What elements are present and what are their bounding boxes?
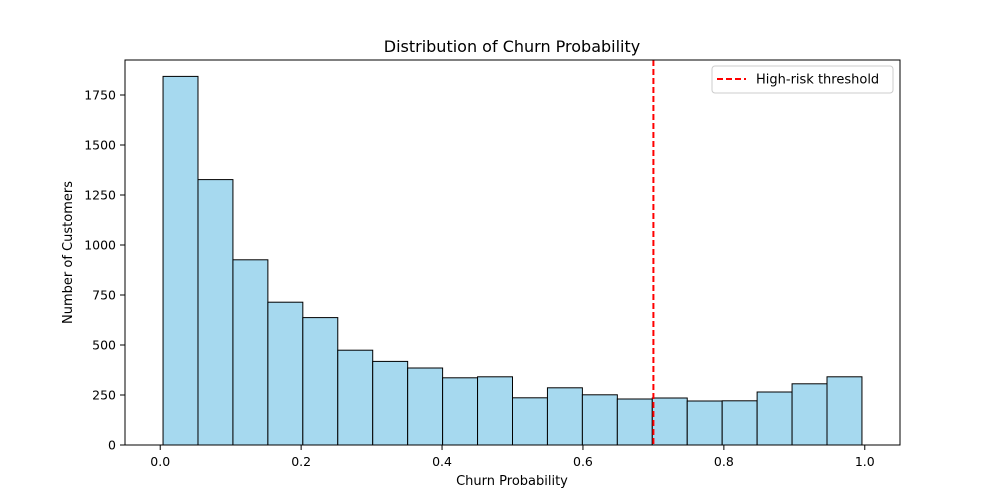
histogram-bar xyxy=(267,301,304,446)
bars-group xyxy=(162,75,863,446)
y-tick-label: 250 xyxy=(92,388,116,403)
histogram-bar xyxy=(791,383,828,446)
histogram-bar xyxy=(581,394,618,446)
y-tick-label: 0 xyxy=(108,438,116,453)
histogram-bar xyxy=(651,397,688,446)
histogram-bar xyxy=(826,376,863,446)
y-tick-label: 1000 xyxy=(84,238,116,253)
x-tick-label: 0.6 xyxy=(573,454,593,469)
histogram-bar xyxy=(546,387,583,446)
x-tick-label: 1.0 xyxy=(855,454,875,469)
histogram-bar xyxy=(686,400,723,446)
histogram-bar xyxy=(616,398,653,446)
histogram-bar xyxy=(721,400,758,446)
histogram-bar xyxy=(756,391,793,446)
y-tick-label: 1500 xyxy=(84,138,116,153)
histogram-bar xyxy=(477,376,513,446)
histogram-bar xyxy=(372,360,409,446)
x-tick-label: 0.4 xyxy=(432,454,452,469)
histogram-bar xyxy=(302,317,339,446)
histogram-bar xyxy=(162,75,199,446)
x-tick-label: 0.2 xyxy=(291,454,311,469)
histogram-bar xyxy=(337,349,374,446)
x-axis-label: Churn Probability xyxy=(456,474,568,489)
histogram-bar xyxy=(197,179,234,446)
plot-frame xyxy=(124,59,901,446)
histogram-bar xyxy=(232,259,269,446)
x-tick-label: 0.0 xyxy=(150,454,170,469)
chart-title: Distribution of Churn Probability xyxy=(384,37,641,56)
y-tick-label: 1750 xyxy=(84,88,116,103)
x-axis-ticks: 0.0 0.2 0.4 0.6 0.8 1.0 xyxy=(150,445,875,469)
y-tick-label: 750 xyxy=(92,288,116,303)
y-tick-label: 1250 xyxy=(84,188,116,203)
legend-box xyxy=(711,65,894,94)
y-tick-label: 500 xyxy=(92,338,116,353)
y-axis-ticks: 0 250 500 750 1000 1250 1500 1750 xyxy=(84,88,125,453)
histogram-bar xyxy=(512,397,548,446)
y-axis-label: Number of Customers xyxy=(61,181,76,324)
legend: High-risk threshold xyxy=(711,65,894,94)
x-tick-label: 0.8 xyxy=(714,454,734,469)
legend-threshold-label: High-risk threshold xyxy=(756,73,879,88)
histogram-bar xyxy=(407,367,444,446)
histogram-bar xyxy=(442,377,479,446)
